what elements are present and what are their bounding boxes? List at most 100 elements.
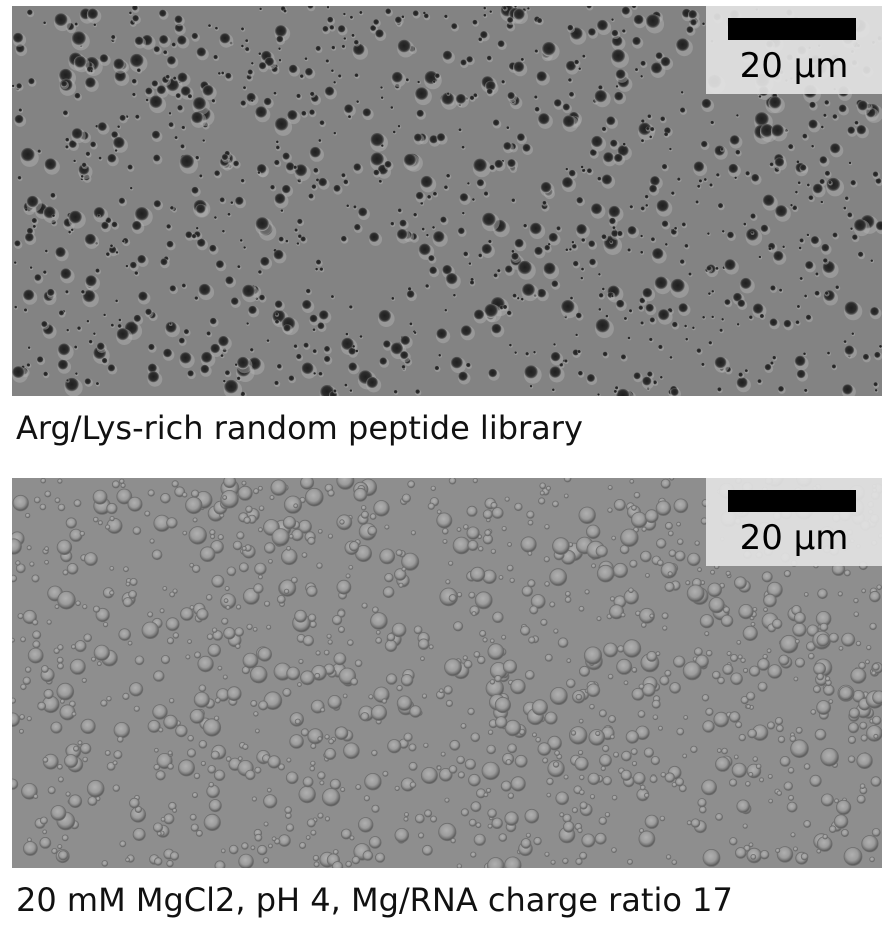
droplet (748, 665, 761, 677)
droplet (111, 480, 120, 489)
droplet (579, 774, 585, 781)
droplet (188, 526, 208, 545)
droplet (723, 606, 731, 614)
droplet (418, 243, 432, 257)
droplet (502, 6, 507, 11)
droplet (359, 10, 363, 15)
droplet (333, 389, 337, 393)
droplet (546, 485, 552, 491)
droplet (249, 665, 268, 684)
droplet (768, 247, 772, 251)
droplet (181, 283, 186, 288)
droplet (195, 155, 200, 160)
droplet (855, 640, 862, 647)
droplet (751, 173, 760, 183)
droplet (62, 110, 69, 116)
droplet (354, 659, 363, 668)
droplet (588, 240, 596, 248)
droplet (197, 655, 214, 673)
droplet (26, 363, 31, 367)
droplet (15, 560, 21, 566)
droplet (467, 707, 475, 716)
droplet (189, 562, 195, 568)
droplet (657, 309, 670, 322)
droplet (579, 801, 588, 810)
droplet (580, 267, 585, 271)
droplet (381, 698, 388, 704)
droplet (341, 44, 346, 49)
droplet (128, 590, 137, 599)
droplet (769, 318, 778, 327)
droplet (106, 695, 112, 702)
droplet (132, 827, 146, 841)
droplet (349, 835, 355, 841)
droplet (171, 480, 179, 488)
droplet (223, 627, 236, 640)
droplet (663, 132, 669, 137)
droplet (639, 784, 646, 791)
droplet (527, 551, 533, 556)
droplet (71, 128, 83, 140)
droplet (819, 178, 825, 185)
droplet (563, 774, 569, 780)
droplet (481, 761, 501, 781)
droplet (86, 319, 90, 323)
droplet (380, 86, 383, 89)
droplet (472, 158, 488, 173)
droplet (50, 721, 63, 734)
droplet (294, 164, 308, 178)
droplet (730, 653, 739, 662)
droplet (607, 673, 614, 680)
droplet (472, 19, 478, 26)
droplet (56, 539, 73, 556)
droplet (700, 140, 708, 148)
droplet (66, 379, 69, 382)
droplet (323, 355, 331, 363)
droplet (608, 217, 616, 225)
droplet (734, 176, 737, 180)
droplet (214, 26, 218, 30)
droplet (740, 657, 746, 664)
droplet (581, 833, 596, 848)
droplet (208, 781, 215, 788)
droplet (820, 747, 839, 767)
droplet (398, 582, 404, 588)
droplet (318, 139, 322, 143)
droplet (268, 843, 273, 849)
droplet (199, 546, 216, 562)
droplet (649, 775, 658, 784)
droplet (71, 711, 77, 717)
droplet (278, 834, 291, 847)
droplet (631, 511, 648, 529)
droplet (250, 699, 258, 707)
droplet (483, 6, 487, 10)
droplet (413, 133, 423, 143)
droplet (760, 224, 769, 233)
droplet (258, 294, 266, 301)
droplet (119, 478, 125, 484)
droplet (401, 566, 407, 572)
droplet (397, 39, 411, 54)
droplet (828, 825, 837, 834)
droplet (498, 575, 504, 580)
droplet (838, 645, 844, 651)
droplet (420, 201, 424, 205)
droplet (806, 183, 810, 187)
droplet (815, 272, 819, 276)
droplet (317, 771, 326, 780)
droplet (301, 110, 307, 117)
droplet (283, 588, 290, 595)
droplet (432, 231, 445, 244)
droplet (736, 114, 739, 117)
droplet (685, 337, 689, 341)
droplet (841, 632, 856, 647)
droplet (371, 804, 380, 813)
droplet (562, 857, 569, 865)
droplet (177, 105, 183, 111)
droplet (438, 822, 457, 842)
droplet (370, 152, 385, 167)
droplet (282, 687, 292, 697)
droplet (471, 198, 475, 202)
droplet (349, 389, 353, 393)
droplet (720, 614, 734, 628)
